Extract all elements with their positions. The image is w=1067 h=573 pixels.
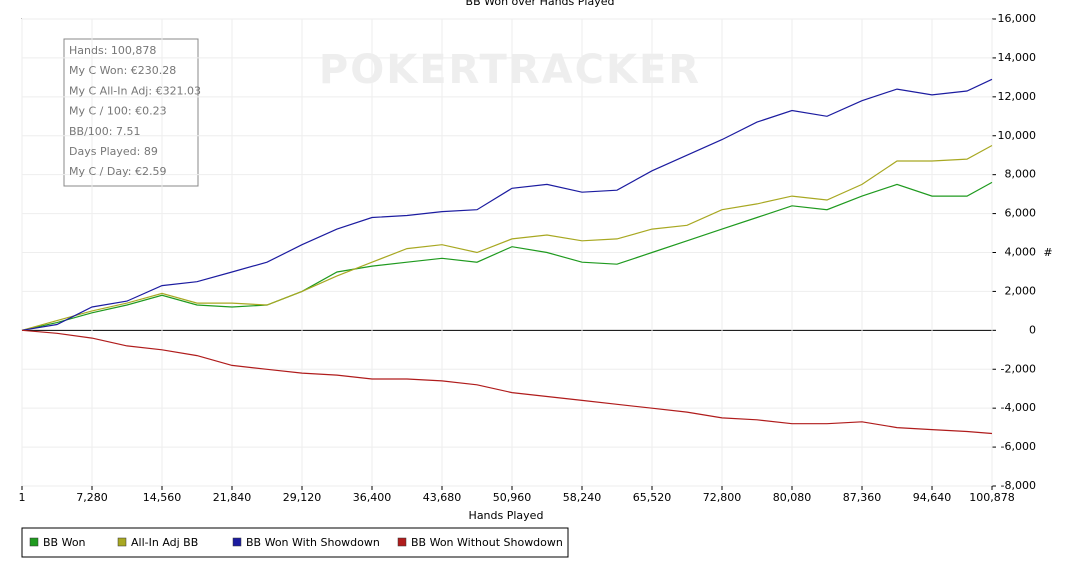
stats-line: My C All-In Adj: €321.03 bbox=[69, 84, 201, 97]
y-axis-label: # bbox=[1043, 246, 1052, 259]
watermark: POKERTRACKER bbox=[319, 47, 701, 93]
y-tick-label: 12,000 bbox=[998, 90, 1037, 103]
x-tick-label: 1 bbox=[19, 491, 26, 504]
x-tick-label: 7,280 bbox=[76, 491, 108, 504]
stats-line: My C / Day: €2.59 bbox=[69, 165, 167, 178]
x-tick-label: 72,800 bbox=[703, 491, 742, 504]
x-tick-label: 21,840 bbox=[213, 491, 252, 504]
y-tick-label: 8,000 bbox=[1005, 168, 1037, 181]
stats-box bbox=[63, 38, 199, 187]
x-tick-label: 36,400 bbox=[353, 491, 392, 504]
x-tick-label: 65,520 bbox=[633, 491, 672, 504]
y-tick-label: 14,000 bbox=[998, 51, 1037, 64]
y-tick-label: -8,000 bbox=[1001, 479, 1036, 492]
y-tick-label: 16,000 bbox=[998, 12, 1037, 25]
chart-title: BB Won over Hands Played bbox=[466, 0, 615, 8]
y-tick-label: 2,000 bbox=[1005, 284, 1037, 297]
legend-label: All-In Adj BB bbox=[131, 536, 198, 549]
legend-label: BB Won Without Showdown bbox=[411, 536, 563, 549]
stats-line: Hands: 100,878 bbox=[69, 44, 156, 57]
legend-label: BB Won bbox=[43, 536, 86, 549]
y-tick-label: -4,000 bbox=[1001, 401, 1036, 414]
x-tick-label: 29,120 bbox=[283, 491, 322, 504]
x-tick-label: 50,960 bbox=[493, 491, 532, 504]
y-tick-label: 10,000 bbox=[998, 129, 1037, 142]
legend bbox=[21, 527, 569, 558]
series-line bbox=[21, 181, 993, 331]
legend-swatch bbox=[232, 537, 242, 547]
x-tick-label: 87,360 bbox=[843, 491, 882, 504]
stats-line: My C / 100: €0.23 bbox=[69, 105, 167, 118]
x-tick-label: 94,640 bbox=[913, 491, 952, 504]
x-tick-label: 14,560 bbox=[143, 491, 182, 504]
x-tick-label: 80,080 bbox=[773, 491, 812, 504]
x-tick-label: 100,878 bbox=[969, 491, 1015, 504]
x-axis-label: Hands Played bbox=[469, 509, 544, 522]
legend-swatch bbox=[29, 537, 39, 547]
x-tick-label: 43,680 bbox=[423, 491, 462, 504]
y-tick-label: -2,000 bbox=[1001, 362, 1036, 375]
y-tick-label: -6,000 bbox=[1001, 440, 1036, 453]
y-tick-label: 4,000 bbox=[1005, 246, 1037, 259]
y-tick-label: 6,000 bbox=[1005, 207, 1037, 220]
legend-swatch bbox=[397, 537, 407, 547]
legend-label: BB Won With Showdown bbox=[246, 536, 380, 549]
stats-line: Days Played: 89 bbox=[69, 145, 158, 158]
y-tick-label: 0 bbox=[1029, 323, 1036, 336]
x-tick-label: 58,240 bbox=[563, 491, 602, 504]
legend-swatch bbox=[117, 537, 127, 547]
series-line bbox=[21, 78, 993, 331]
stats-line: My C Won: €230.28 bbox=[69, 64, 176, 77]
stats-line: BB/100: 7.51 bbox=[69, 125, 141, 138]
series-line bbox=[21, 144, 993, 331]
series-line bbox=[21, 329, 993, 435]
